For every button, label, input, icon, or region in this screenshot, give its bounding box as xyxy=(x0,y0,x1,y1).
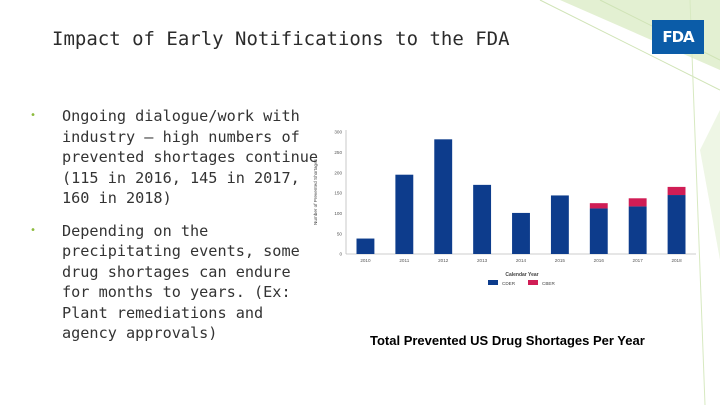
legend-label-cber: CBER xyxy=(542,281,555,286)
bar-cder-2015 xyxy=(550,195,569,254)
bar-cder-2016 xyxy=(589,208,608,254)
bullet-icon: • xyxy=(30,110,37,121)
y-tick-label: 150 xyxy=(334,191,342,196)
bar-cder-2011 xyxy=(395,174,414,254)
y-tick-label: 50 xyxy=(337,231,343,236)
legend-swatch-cder xyxy=(488,280,498,285)
bullet-text: Depending on the precipitating events, s… xyxy=(62,221,300,343)
bar-cber-2017 xyxy=(628,198,647,207)
fda-logo: FDA xyxy=(652,20,704,54)
bullet-list: • Ongoing dialogue/work with industry – … xyxy=(30,106,320,356)
y-tick-label: 250 xyxy=(334,150,342,155)
bars-group xyxy=(356,139,686,254)
legend: CDER CBER xyxy=(488,280,555,286)
page-title: Impact of Early Notifications to the FDA xyxy=(52,28,510,50)
bullet-item: • Depending on the precipitating events,… xyxy=(30,221,320,344)
bar-cber-2018 xyxy=(667,186,686,196)
x-tick-label: 2013 xyxy=(477,258,488,263)
bar-chart: Number of Prevented Shortages Calendar Y… xyxy=(313,130,696,286)
x-tick-label: 2012 xyxy=(438,258,449,263)
bullet-text: Ongoing dialogue/work with industry – hi… xyxy=(62,107,319,207)
bullet-icon: • xyxy=(30,224,37,236)
bar-cder-2014 xyxy=(512,212,530,254)
y-axis-label: Number of Prevented Shortages xyxy=(313,158,318,225)
x-tick-label: 2016 xyxy=(594,258,605,263)
legend-label-cder: CDER xyxy=(502,281,516,286)
bar-cder-2013 xyxy=(473,184,492,254)
decor-triangle-right xyxy=(700,110,720,260)
x-axis-label: Calendar Year xyxy=(505,272,538,278)
y-tick-label: 300 xyxy=(334,130,342,135)
x-tick-label: 2017 xyxy=(633,258,644,263)
decor-line-1 xyxy=(539,0,720,91)
bullet-item: • Ongoing dialogue/work with industry – … xyxy=(30,106,320,209)
y-tick-label: 200 xyxy=(334,170,342,175)
x-tick-label: 2014 xyxy=(516,258,527,263)
bar-cder-2010 xyxy=(356,238,375,254)
chart-caption: Total Prevented US Drug Shortages Per Ye… xyxy=(370,333,645,348)
bar-cber-2016 xyxy=(589,203,608,209)
bar-cder-2018 xyxy=(667,195,686,254)
bar-cder-2012 xyxy=(434,139,453,254)
bar-cder-2017 xyxy=(628,206,647,254)
x-tick-label: 2011 xyxy=(399,258,409,263)
x-tick-label: 2010 xyxy=(360,258,371,263)
y-tick-label: 100 xyxy=(334,211,342,216)
y-tick-label: 0 xyxy=(339,252,342,257)
x-tick-label: 2015 xyxy=(555,258,566,263)
x-tick-label: 2018 xyxy=(671,258,682,263)
legend-swatch-cber xyxy=(528,280,538,285)
ticks-group: 0 50 100 150 200 250 300 2010 2011 2012 2013 2014 20… xyxy=(334,130,682,263)
decor-line-3 xyxy=(689,0,706,405)
